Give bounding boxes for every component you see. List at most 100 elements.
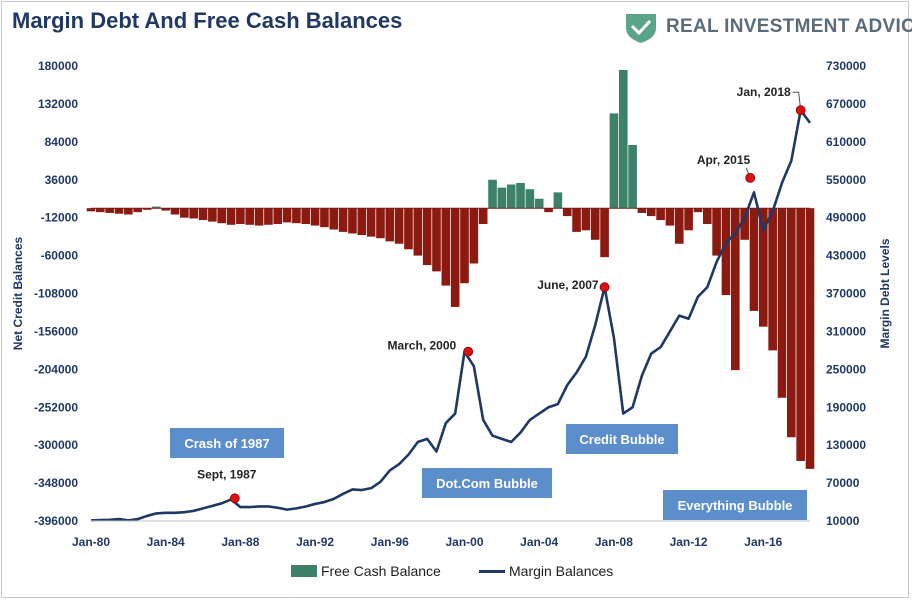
annotation-label: March, 2000 xyxy=(387,339,456,353)
free-cash-bar xyxy=(777,208,787,398)
free-cash-bar xyxy=(544,208,553,213)
free-cash-bar xyxy=(534,198,544,209)
right-tick-label: 10000 xyxy=(826,514,860,528)
annotation-marker xyxy=(229,493,240,504)
brand-name: REAL INVESTMENT ADVICE xyxy=(666,16,912,37)
free-cash-bar xyxy=(114,208,124,214)
x-tick-label: Jan-84 xyxy=(147,535,185,549)
free-cash-bar xyxy=(693,208,703,213)
left-tick-label: -300000 xyxy=(34,438,78,452)
free-cash-bar xyxy=(805,208,815,469)
free-cash-bar xyxy=(422,208,432,266)
left-tick-label: -60000 xyxy=(41,249,79,263)
free-cash-bar xyxy=(721,208,731,296)
free-cash-bar xyxy=(366,208,376,237)
free-cash-bar xyxy=(310,208,320,226)
annotation-marker xyxy=(795,105,806,116)
x-tick-label: Jan-04 xyxy=(520,535,558,549)
chart-title: Margin Debt And Free Cash Balances xyxy=(12,8,403,33)
callout-box xyxy=(170,428,284,458)
left-tick-label: -12000 xyxy=(41,211,79,225)
annotation-marker xyxy=(745,172,756,183)
callout-box xyxy=(422,468,552,498)
free-cash-bar xyxy=(357,208,367,236)
free-cash-bar xyxy=(609,113,619,209)
free-cash-bar xyxy=(469,208,479,264)
right-tick-label: 550000 xyxy=(826,173,866,187)
x-tick-label: Jan-16 xyxy=(744,535,782,549)
free-cash-bar xyxy=(133,208,142,213)
right-tick-label: 250000 xyxy=(826,362,866,376)
free-cash-bar xyxy=(189,208,199,219)
callout-box-label: Credit Bubble xyxy=(579,432,664,447)
annotation-label: June, 2007 xyxy=(537,278,599,292)
free-cash-bar xyxy=(282,208,292,223)
right-tick-label: 190000 xyxy=(826,400,866,414)
margin-balances-line xyxy=(90,108,812,522)
right-tick-label: 70000 xyxy=(826,476,860,490)
callout-box xyxy=(566,424,678,454)
free-cash-bar xyxy=(301,208,311,224)
free-cash-bar xyxy=(581,208,591,231)
free-cash-bar xyxy=(170,208,180,215)
callout-box-label: Dot.Com Bubble xyxy=(436,476,538,491)
x-tick-label: Jan-92 xyxy=(296,535,334,549)
free-cash-bar xyxy=(478,208,488,224)
annotation-marker xyxy=(463,346,474,357)
annotation-markers: Sept, 1987 March, 2000 June, 2007 Apr, 2015… xyxy=(197,85,806,504)
free-cash-bar xyxy=(488,179,497,209)
free-cash-bar xyxy=(376,208,385,239)
free-cash-bar xyxy=(385,208,395,242)
free-cash-bar xyxy=(152,206,161,209)
left-tick-label: 36000 xyxy=(45,173,79,187)
free-cash-bar xyxy=(768,208,777,351)
free-cash-bar xyxy=(525,189,535,209)
free-cash-bar xyxy=(684,208,693,231)
free-cash-bar xyxy=(245,208,255,225)
free-cash-bar xyxy=(506,184,516,209)
free-cash-bar xyxy=(180,208,189,218)
left-axis-label: Net Credit Balances xyxy=(11,236,25,350)
free-cash-bar xyxy=(208,208,217,222)
x-tick-label: Jan-12 xyxy=(670,535,708,549)
left-tick-label: -348000 xyxy=(34,476,78,490)
right-tick-label: 610000 xyxy=(826,135,866,149)
free-cash-bar xyxy=(646,208,656,217)
shield-icon xyxy=(626,14,656,43)
free-cash-bar xyxy=(198,208,208,221)
free-cash-bar xyxy=(254,208,264,226)
free-cash-bar xyxy=(236,208,245,224)
left-axis-ticks: 180000 132000 84000 36000 -12000 -60000 -10800… xyxy=(34,59,78,528)
free-cash-bar xyxy=(730,208,740,371)
right-tick-label: 310000 xyxy=(826,324,866,338)
left-tick-label: -204000 xyxy=(34,362,78,376)
free-cash-bar xyxy=(292,208,301,224)
free-cash-bar xyxy=(702,208,712,224)
free-cash-bar xyxy=(656,208,665,221)
free-cash-bar xyxy=(665,208,675,226)
free-cash-bar xyxy=(432,208,441,272)
callout-box-label: Everything Bubble xyxy=(678,498,793,513)
legend-swatch-free-cash xyxy=(291,565,317,577)
free-cash-bar xyxy=(674,208,684,244)
free-cash-bar xyxy=(273,208,283,224)
chart-svg: 180000 132000 84000 36000 -12000 -60000 -10800… xyxy=(11,59,892,549)
free-cash-bar xyxy=(590,208,600,240)
annotation-label: Jan, 2018 xyxy=(737,85,791,99)
free-cash-bar xyxy=(394,208,404,244)
annotation-marker xyxy=(599,282,610,293)
annotation-label: Apr, 2015 xyxy=(697,153,751,167)
free-cash-bar xyxy=(86,208,96,212)
callout-box xyxy=(663,490,807,520)
left-tick-label: 132000 xyxy=(38,97,78,111)
free-cash-bar xyxy=(329,208,339,230)
free-cash-bar xyxy=(516,182,525,209)
free-cash-bar xyxy=(759,208,768,327)
free-cash-bar xyxy=(96,208,105,213)
x-tick-label: Jan-08 xyxy=(595,535,633,549)
legend-swatch-margin xyxy=(479,570,505,573)
free-cash-bar xyxy=(161,208,171,211)
free-cash-bar xyxy=(562,208,572,217)
right-tick-label: 430000 xyxy=(826,249,866,263)
right-tick-label: 670000 xyxy=(826,97,866,111)
